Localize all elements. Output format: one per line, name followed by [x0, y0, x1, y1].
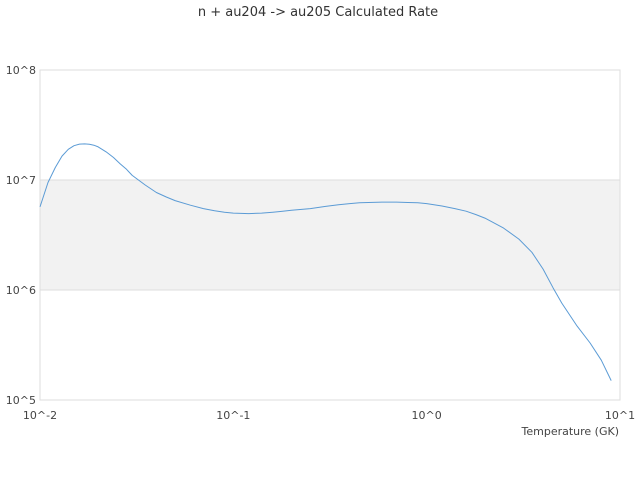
- x-tick-label: 10^-2: [23, 409, 57, 422]
- y-tick-label: 10^8: [6, 64, 36, 77]
- y-tick-label: 10^5: [6, 394, 36, 407]
- y-tick-label: 10^7: [6, 174, 36, 187]
- x-tick-label: 10^-1: [216, 409, 250, 422]
- plot-band: [40, 180, 620, 290]
- x-tick-label: 10^1: [605, 409, 635, 422]
- chart-title: n + au204 -> au205 Calculated Rate: [198, 5, 438, 20]
- y-tick-label: 10^6: [6, 284, 36, 297]
- plot-area: 10^5 10^6 10^7 10^8 10^-2 10^-1 10^0 10^1: [6, 64, 635, 422]
- x-tick-label: 10^0: [412, 409, 442, 422]
- x-axis-title: Temperature (GK): [521, 425, 620, 438]
- series-line: [39, 143, 612, 381]
